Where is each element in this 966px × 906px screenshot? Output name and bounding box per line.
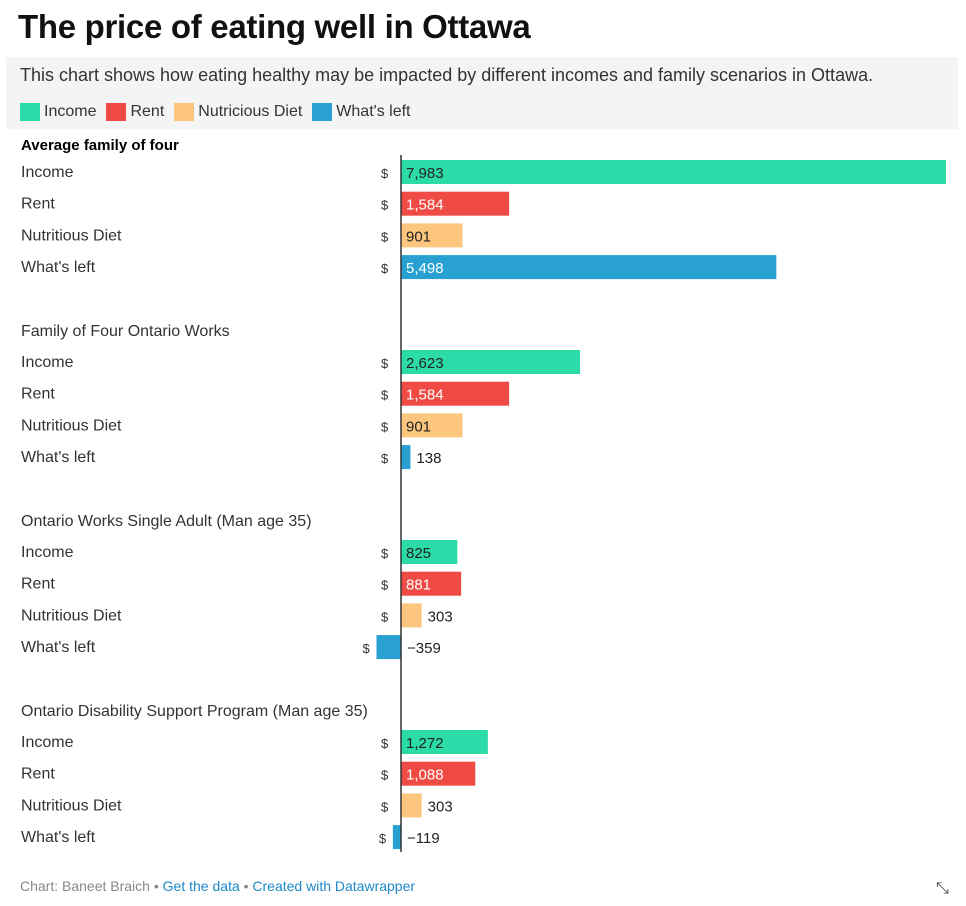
- currency-symbol: $: [381, 261, 389, 276]
- legend-item-income: Income: [20, 103, 96, 121]
- bar: [401, 381, 510, 406]
- row-label: Income: [21, 354, 74, 371]
- value-label: 1,272: [406, 735, 444, 752]
- bar: [401, 793, 422, 818]
- legend-item-rent: Rent: [106, 103, 164, 121]
- row-label: Income: [21, 164, 74, 181]
- row-label: Income: [21, 544, 74, 561]
- bar: [401, 191, 510, 216]
- value-label: −119: [407, 830, 440, 847]
- footer: Chart: Baneet Braich • Get the data • Cr…: [20, 878, 415, 894]
- currency-symbol: $: [381, 166, 389, 181]
- currency-symbol: $: [381, 388, 389, 403]
- footer-separator: •: [149, 878, 163, 894]
- bar: [401, 223, 463, 248]
- bar: [392, 825, 401, 850]
- expand-icon[interactable]: ⤡: [936, 880, 949, 897]
- value-label: 303: [428, 798, 453, 815]
- legend-item-whats-left: What's left: [312, 103, 410, 121]
- footer-credit: Chart: Baneet Braich: [20, 878, 150, 894]
- bar: [401, 255, 777, 280]
- row-label: Nutritious Diet: [21, 607, 122, 624]
- row-label: What's left: [21, 259, 96, 276]
- legend-swatch-income: [20, 103, 40, 121]
- bar: [401, 603, 422, 628]
- value-label: 901: [406, 228, 431, 245]
- legend-label-diet: Nutricious Diet: [198, 103, 303, 120]
- row-label: What's left: [21, 829, 96, 846]
- currency-symbol: $: [381, 609, 389, 624]
- row-label: Nutritious Diet: [21, 797, 122, 814]
- value-label: 138: [416, 450, 441, 467]
- currency-symbol: $: [379, 831, 387, 846]
- legend-label-whats-left: What's left: [336, 103, 411, 120]
- row-label: Rent: [21, 386, 55, 403]
- value-label: 1,584: [406, 387, 444, 404]
- row-label: Income: [21, 734, 74, 751]
- bar-chart: Average family of four Income $7,983 Rent $1…: [21, 137, 946, 852]
- row-label: Rent: [21, 196, 55, 213]
- currency-symbol: $: [381, 198, 389, 213]
- bar: [401, 350, 581, 374]
- value-label: 2,623: [406, 355, 444, 372]
- group-title: Ontario Disability Support Program (Man …: [21, 703, 368, 720]
- bar: [401, 730, 488, 754]
- legend-label-income: Income: [44, 103, 97, 120]
- row-label: Rent: [21, 766, 55, 783]
- chart-title: The price of eating well in Ottawa: [18, 8, 531, 45]
- legend: Income Rent Nutricious Diet What's left: [20, 103, 420, 121]
- value-label: 881: [406, 577, 431, 594]
- value-label: 7,983: [406, 165, 444, 182]
- legend-swatch-whats-left: [312, 103, 333, 121]
- bar: [401, 761, 476, 786]
- currency-symbol: $: [381, 578, 389, 593]
- group-title: Family of Four Ontario Works: [21, 323, 230, 340]
- value-label: 1,584: [406, 197, 444, 214]
- legend-swatch-diet: [174, 103, 195, 121]
- row-label: What's left: [21, 449, 96, 466]
- group-title: Average family of four: [21, 137, 179, 154]
- row-label: Nutritious Diet: [21, 227, 122, 244]
- bar: [401, 160, 946, 184]
- header-band: [6, 57, 958, 129]
- row-label: What's left: [21, 639, 96, 656]
- value-label: 1,088: [406, 767, 444, 784]
- chart-area: Average family of four Income $7,983 Rent $1…: [6, 130, 958, 860]
- bar: [401, 445, 411, 470]
- get-the-data-link[interactable]: Get the data: [162, 878, 240, 894]
- currency-symbol: $: [381, 799, 389, 814]
- value-label: 303: [428, 608, 453, 625]
- currency-symbol: $: [362, 641, 370, 656]
- footer-separator: •: [239, 878, 253, 894]
- value-label: 825: [406, 545, 431, 562]
- group-title: Ontario Works Single Adult (Man age 35): [21, 513, 312, 530]
- chart-subtitle: This chart shows how eating healthy may …: [20, 65, 874, 85]
- row-label: Rent: [21, 576, 55, 593]
- currency-symbol: $: [381, 356, 389, 371]
- currency-symbol: $: [381, 546, 389, 561]
- value-label: −359: [407, 640, 441, 657]
- value-label: 901: [406, 418, 431, 435]
- legend-item-diet: Nutricious Diet: [174, 103, 302, 121]
- datawrapper-link[interactable]: Created with Datawrapper: [252, 878, 416, 894]
- currency-symbol: $: [381, 768, 389, 783]
- row-label: Nutritious Diet: [21, 417, 122, 434]
- value-label: 5,498: [406, 260, 444, 277]
- currency-symbol: $: [381, 736, 389, 751]
- currency-symbol: $: [381, 229, 389, 244]
- bar: [376, 635, 401, 660]
- bar: [401, 540, 458, 564]
- currency-symbol: $: [381, 419, 389, 434]
- currency-symbol: $: [381, 451, 389, 466]
- bar: [401, 571, 462, 596]
- legend-label-rent: Rent: [130, 103, 165, 120]
- legend-swatch-rent: [106, 103, 127, 121]
- bar: [401, 413, 463, 438]
